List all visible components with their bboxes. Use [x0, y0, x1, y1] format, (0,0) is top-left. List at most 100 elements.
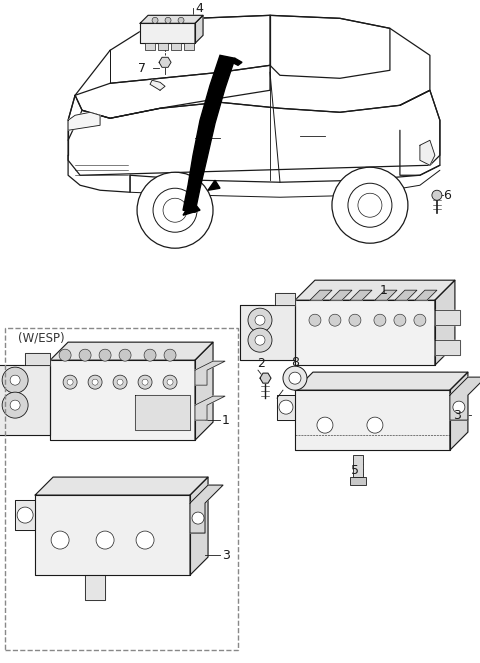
Polygon shape	[85, 575, 105, 600]
Circle shape	[248, 308, 272, 332]
Circle shape	[10, 400, 20, 410]
Circle shape	[51, 531, 69, 549]
Circle shape	[17, 507, 33, 523]
Text: 6: 6	[443, 189, 451, 202]
Circle shape	[92, 379, 98, 385]
Polygon shape	[295, 300, 435, 365]
Circle shape	[10, 375, 20, 385]
Polygon shape	[68, 112, 100, 130]
Bar	[353, 455, 363, 477]
Text: 5: 5	[351, 463, 359, 477]
Circle shape	[248, 328, 272, 352]
Polygon shape	[208, 180, 220, 190]
Polygon shape	[240, 305, 295, 360]
Polygon shape	[190, 477, 208, 575]
Bar	[158, 43, 168, 50]
Polygon shape	[435, 310, 460, 325]
Text: 2: 2	[257, 357, 265, 370]
Circle shape	[164, 349, 176, 361]
Polygon shape	[375, 290, 397, 300]
Polygon shape	[195, 361, 225, 385]
Circle shape	[317, 417, 333, 433]
Polygon shape	[183, 200, 200, 215]
Text: 7: 7	[138, 62, 146, 75]
Circle shape	[178, 17, 184, 23]
Circle shape	[119, 349, 131, 361]
Polygon shape	[68, 90, 440, 175]
Circle shape	[2, 392, 28, 418]
Text: 3: 3	[222, 548, 230, 562]
Circle shape	[99, 349, 111, 361]
Polygon shape	[435, 280, 455, 365]
Polygon shape	[35, 477, 208, 495]
Circle shape	[79, 349, 91, 361]
Bar	[171, 43, 181, 50]
Circle shape	[192, 512, 204, 524]
Circle shape	[96, 531, 114, 549]
Polygon shape	[159, 57, 171, 68]
Circle shape	[309, 314, 321, 326]
Circle shape	[59, 349, 71, 361]
Circle shape	[453, 401, 465, 413]
Polygon shape	[350, 290, 372, 300]
Polygon shape	[420, 141, 435, 165]
Polygon shape	[395, 290, 417, 300]
Circle shape	[279, 400, 293, 414]
Polygon shape	[25, 353, 50, 365]
Text: (W/ESP): (W/ESP)	[18, 332, 65, 345]
Polygon shape	[232, 58, 242, 66]
Text: 3: 3	[453, 408, 461, 422]
Circle shape	[414, 314, 426, 326]
Polygon shape	[50, 360, 195, 440]
Text: 8: 8	[291, 355, 299, 369]
Polygon shape	[295, 372, 468, 390]
Polygon shape	[277, 395, 295, 420]
Polygon shape	[330, 290, 352, 300]
Polygon shape	[450, 372, 468, 450]
Polygon shape	[140, 15, 203, 23]
Circle shape	[117, 379, 123, 385]
Polygon shape	[190, 485, 223, 533]
Polygon shape	[195, 396, 225, 420]
Circle shape	[289, 372, 301, 384]
Polygon shape	[15, 500, 35, 530]
Polygon shape	[50, 342, 213, 360]
Circle shape	[63, 375, 77, 389]
Bar	[145, 43, 155, 50]
Polygon shape	[0, 365, 50, 435]
Circle shape	[144, 349, 156, 361]
Bar	[184, 43, 194, 50]
Circle shape	[2, 367, 28, 393]
Polygon shape	[415, 290, 437, 300]
Circle shape	[374, 314, 386, 326]
Circle shape	[394, 314, 406, 326]
Circle shape	[283, 366, 307, 390]
Circle shape	[332, 167, 408, 243]
Polygon shape	[183, 55, 235, 212]
Polygon shape	[195, 342, 213, 440]
Circle shape	[67, 379, 73, 385]
Polygon shape	[295, 390, 450, 450]
Circle shape	[152, 17, 158, 23]
Circle shape	[113, 375, 127, 389]
Polygon shape	[140, 23, 195, 43]
Polygon shape	[150, 80, 165, 90]
Polygon shape	[135, 395, 190, 430]
Polygon shape	[450, 377, 480, 420]
Polygon shape	[295, 280, 455, 300]
Circle shape	[255, 315, 265, 325]
Bar	[5, 328, 238, 650]
Polygon shape	[68, 66, 270, 141]
Polygon shape	[260, 373, 271, 383]
Polygon shape	[75, 15, 430, 118]
Circle shape	[329, 314, 341, 326]
Circle shape	[165, 17, 171, 23]
Circle shape	[138, 375, 152, 389]
Circle shape	[136, 531, 154, 549]
Polygon shape	[435, 340, 460, 355]
Text: 4: 4	[195, 2, 203, 15]
Text: 1: 1	[222, 414, 230, 426]
Circle shape	[167, 379, 173, 385]
Polygon shape	[275, 293, 295, 305]
Bar	[350, 477, 366, 485]
